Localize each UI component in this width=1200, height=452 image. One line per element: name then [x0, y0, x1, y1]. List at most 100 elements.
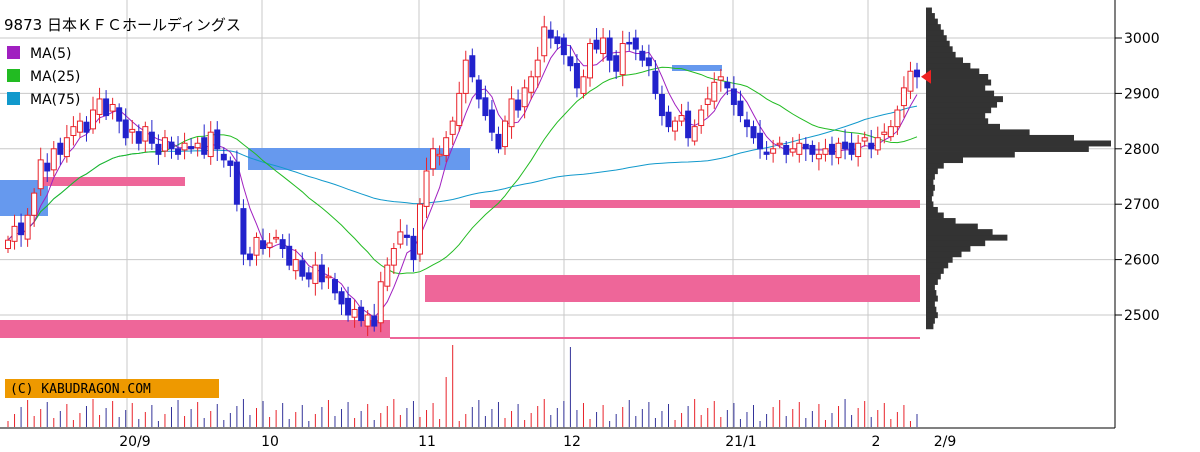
candle-body: [194, 142, 201, 149]
profile-bar: [926, 168, 938, 175]
zone-pink-sep: [40, 177, 185, 186]
candle-body: [469, 55, 476, 78]
candle-body: [626, 41, 633, 45]
candle-body: [345, 297, 352, 316]
candle-body: [305, 272, 312, 280]
candle-body: [11, 225, 18, 242]
profile-bar: [926, 312, 938, 319]
candle-body: [639, 50, 646, 61]
candle-body: [691, 126, 698, 142]
y-tick-label: 2600: [1124, 253, 1160, 269]
x-tick-label: 2/9: [934, 434, 957, 450]
candle-body: [227, 160, 234, 166]
candle-body: [148, 131, 155, 144]
candle-body: [410, 235, 417, 261]
candle-body: [567, 56, 574, 67]
profile-bar: [926, 251, 962, 258]
y-tick-label: 2800: [1124, 142, 1160, 158]
profile-bar: [926, 190, 934, 197]
candle-body: [142, 126, 149, 142]
candles: [5, 15, 920, 337]
candle-body: [260, 240, 267, 250]
candle-body: [809, 144, 816, 155]
candle-body: [789, 148, 796, 153]
candle-body: [253, 236, 260, 256]
candle-body: [560, 37, 567, 56]
candle-body: [868, 142, 875, 150]
candle-body: [384, 264, 391, 287]
candle-body: [495, 133, 502, 150]
candle-body: [835, 142, 842, 159]
candle-body: [580, 76, 587, 94]
candle-body: [443, 137, 450, 156]
profile-bar: [926, 323, 934, 330]
profile-bar: [926, 256, 953, 263]
x-tick-label: 10: [261, 434, 279, 450]
profile-bar: [926, 7, 932, 14]
candle-body: [502, 120, 509, 148]
candle-body: [842, 141, 849, 150]
candle-body: [914, 69, 920, 78]
candle-body: [456, 92, 463, 127]
candle-body: [855, 142, 862, 158]
candle-body: [181, 142, 188, 151]
candle-body: [887, 126, 894, 138]
profile-bar: [926, 229, 993, 236]
profile-bar: [926, 162, 944, 169]
legend-label: MA(5): [30, 46, 72, 62]
candle-body: [449, 120, 456, 135]
profile-bar: [926, 46, 953, 53]
candle-body: [515, 99, 522, 111]
candle-body: [214, 129, 221, 150]
candle-body: [246, 253, 253, 261]
candle-body: [717, 76, 724, 81]
candle-body: [175, 148, 182, 155]
candle-body: [724, 81, 731, 89]
profile-bar: [926, 179, 934, 186]
candle-body: [90, 109, 97, 130]
candle-body: [37, 159, 44, 190]
profile-bar: [926, 85, 986, 92]
candle-body: [528, 76, 535, 93]
candle-body: [763, 151, 770, 155]
candle-body: [665, 111, 672, 128]
profile-bar: [926, 112, 986, 119]
candle-body: [547, 29, 554, 39]
profile-bar: [926, 134, 1074, 141]
ma5-path: [7, 44, 918, 318]
legend-swatch: [7, 69, 20, 82]
candle-body: [658, 94, 665, 117]
x-tick-label: 21/1: [725, 434, 756, 450]
candle-body: [76, 120, 83, 133]
candle-body: [521, 87, 528, 108]
profile-bar: [926, 146, 1089, 152]
profile-bar: [926, 240, 986, 247]
profile-bar: [926, 57, 963, 64]
candle-body: [573, 62, 580, 89]
profile-bar: [926, 118, 989, 125]
y-tick-label: 3000: [1124, 31, 1160, 47]
candle-body: [5, 239, 11, 250]
candle-body: [704, 98, 711, 105]
candle-body: [96, 98, 103, 115]
candle-body: [822, 148, 829, 155]
profile-bar: [926, 245, 971, 252]
candle-body: [83, 121, 90, 133]
candle-body: [593, 39, 600, 50]
candle-body: [894, 109, 901, 128]
profile-bar: [926, 151, 1015, 158]
candle-body: [390, 248, 397, 266]
profile-bar: [926, 74, 989, 80]
profile-bar: [926, 173, 935, 180]
y-tick-label: 2500: [1124, 308, 1160, 324]
profile-bar: [926, 206, 938, 213]
profile-bar: [926, 79, 992, 86]
candle-body: [828, 143, 835, 155]
profile-bar: [926, 284, 935, 291]
profile-bar: [926, 62, 971, 69]
candle-body: [116, 107, 123, 122]
x-tick-label: 11: [418, 434, 436, 450]
candle-body: [188, 146, 195, 150]
